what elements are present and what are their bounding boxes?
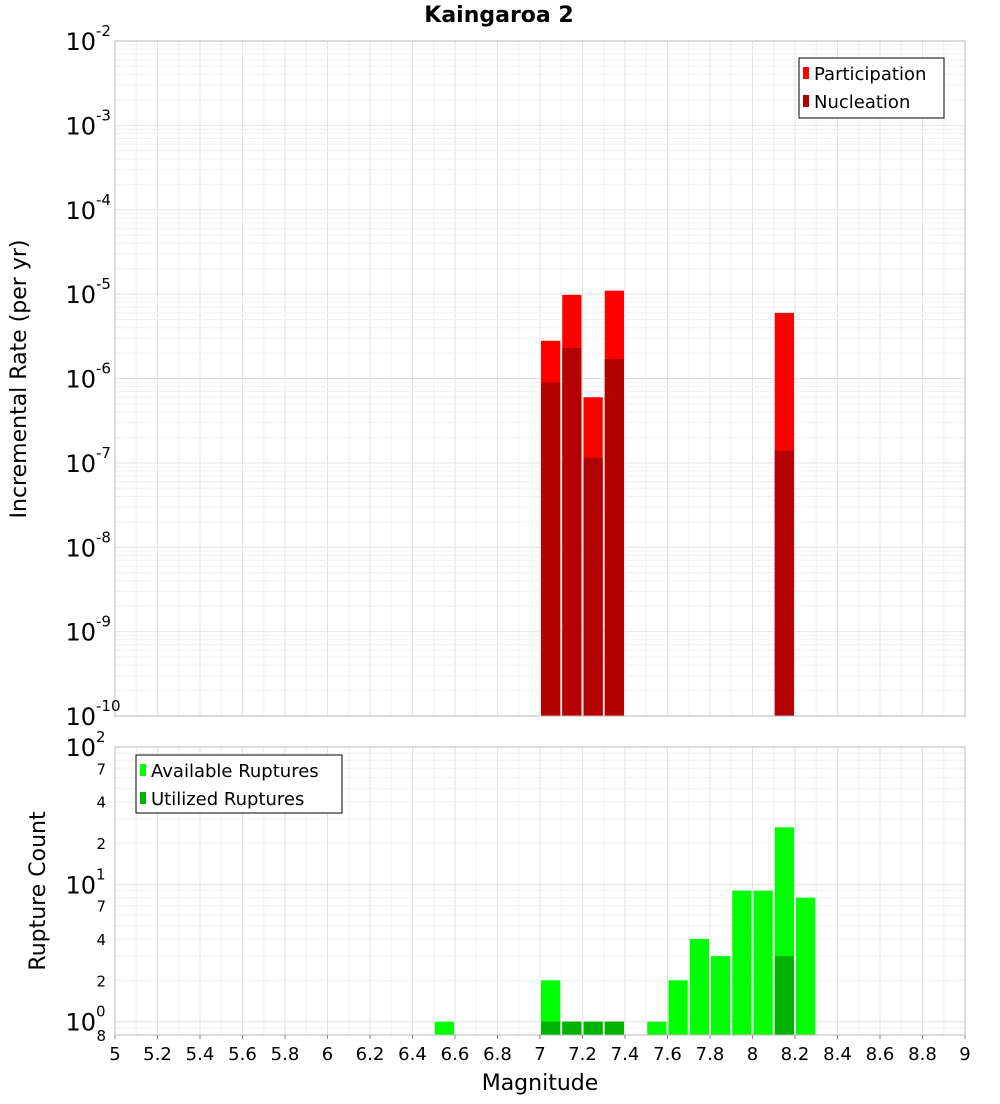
rate-legend-swatch bbox=[803, 95, 809, 107]
chart-title: Kaingaroa 2 bbox=[424, 3, 573, 28]
rate-y-tick-exponent: -6 bbox=[96, 360, 111, 378]
x-tick-label: 6.4 bbox=[398, 1044, 427, 1065]
count-legend: Available Ruptures Utilized Ruptures bbox=[135, 754, 343, 814]
available-ruptures-bar bbox=[711, 956, 731, 1035]
x-tick-label: 5.8 bbox=[271, 1044, 300, 1065]
x-tick-label: 6 bbox=[322, 1044, 333, 1065]
count-bars bbox=[434, 827, 816, 1035]
count-y-minor-tick-label: 2 bbox=[96, 972, 106, 990]
rate-plot-frame bbox=[114, 40, 966, 717]
count-y-axis-label: Rupture Count bbox=[26, 811, 51, 971]
available-ruptures-bar bbox=[434, 1021, 454, 1035]
rate-y-tick-base: 10 bbox=[65, 703, 96, 731]
count-y-tick-base: 10 bbox=[65, 734, 96, 762]
magnitude-x-axis-label: Magnitude bbox=[482, 1071, 599, 1096]
rate-y-tick-base: 10 bbox=[65, 450, 96, 478]
utilized-ruptures-bar bbox=[541, 1021, 561, 1035]
rate-y-tick-exponent: -4 bbox=[96, 191, 111, 209]
count-legend-box bbox=[135, 754, 343, 814]
rate-y-tick-base: 10 bbox=[65, 281, 96, 309]
x-tick-label: 7.2 bbox=[568, 1044, 597, 1065]
nucleation-bar bbox=[774, 450, 794, 716]
count-y-tick-exponent: 1 bbox=[96, 865, 106, 883]
x-tick-label: 7.4 bbox=[611, 1044, 640, 1065]
utilized-ruptures-bar bbox=[604, 1021, 624, 1035]
rate-y-tick-base: 10 bbox=[65, 366, 96, 394]
rate-y-tick-base: 10 bbox=[65, 197, 96, 225]
rate-legend-label: Nucleation bbox=[814, 92, 910, 113]
rate-y-tick-base: 10 bbox=[65, 619, 96, 647]
x-tick-label: 5.2 bbox=[143, 1044, 172, 1065]
count-legend-swatch bbox=[140, 764, 146, 776]
rate-y-tick-exponent: -10 bbox=[96, 697, 121, 715]
available-ruptures-bar bbox=[541, 980, 561, 1035]
rate-y-ticks: 10-210-310-410-510-610-710-810-910-10 bbox=[65, 22, 120, 731]
x-tick-label: 8.8 bbox=[908, 1044, 937, 1065]
rate-y-tick-exponent: -7 bbox=[96, 444, 111, 462]
count-y-tick-base: 10 bbox=[65, 1009, 96, 1037]
x-tick-label: 8 bbox=[747, 1044, 758, 1065]
x-tick-label: 6.8 bbox=[483, 1044, 512, 1065]
nucleation-bar bbox=[562, 347, 582, 716]
x-tick-label: 5 bbox=[109, 1044, 120, 1065]
nucleation-bar bbox=[604, 359, 624, 716]
x-tick-label: 9 bbox=[959, 1044, 970, 1065]
available-ruptures-bar bbox=[732, 890, 752, 1035]
available-ruptures-bar bbox=[647, 1021, 667, 1035]
rate-y-tick-exponent: -5 bbox=[96, 275, 111, 293]
rate-y-tick-base: 10 bbox=[65, 534, 96, 562]
count-legend-label: Available Ruptures bbox=[151, 761, 319, 782]
rate-y-tick-exponent: -8 bbox=[96, 528, 111, 546]
x-tick-label: 7.6 bbox=[653, 1044, 682, 1065]
rate-legend-swatch bbox=[803, 67, 809, 79]
x-tick-label: 8.4 bbox=[823, 1044, 852, 1065]
count-legend-swatch bbox=[140, 792, 146, 804]
rate-y-tick-exponent: -3 bbox=[96, 106, 111, 124]
count-y-minor-tick-label: 7 bbox=[96, 898, 106, 916]
count-y-minor-tick-label: 4 bbox=[96, 794, 106, 812]
count-y-tick-exponent: 2 bbox=[96, 728, 106, 746]
x-tick-label: 6.6 bbox=[441, 1044, 470, 1065]
available-ruptures-bar bbox=[753, 890, 773, 1035]
x-tick-label: 7 bbox=[534, 1044, 545, 1065]
rate-legend-label: Participation bbox=[814, 64, 926, 85]
rate-legend: Participation Nucleation bbox=[798, 57, 945, 119]
rate-panel: 10-210-310-410-510-610-710-810-910-10 In… bbox=[7, 22, 966, 731]
count-y-minor-tick-label: 4 bbox=[96, 931, 106, 949]
count-y-minor-tick-label: 7 bbox=[96, 760, 106, 778]
available-ruptures-bar bbox=[668, 980, 688, 1035]
count-y-minor-tick-label: 8 bbox=[96, 1027, 106, 1045]
available-ruptures-bar bbox=[796, 897, 816, 1035]
nucleation-bar bbox=[541, 382, 561, 716]
x-tick-label: 6.2 bbox=[356, 1044, 385, 1065]
rate-y-tick-exponent: -9 bbox=[96, 613, 111, 631]
magnitude-x-ticks: 5 5.2 5.4 5.6 5.8 6 6.2 6.4 6.6 6.8 7 7.2 7.4 7.6 7.8 8… bbox=[109, 1035, 971, 1065]
x-tick-label: 5.6 bbox=[228, 1044, 257, 1065]
rate-y-axis-label: Incremental Rate (per yr) bbox=[7, 240, 32, 519]
count-y-tick-exponent: 0 bbox=[96, 1003, 106, 1021]
rate-gridlines bbox=[114, 40, 966, 717]
rate-legend-box bbox=[798, 57, 945, 119]
count-y-minor-tick-label: 2 bbox=[96, 835, 106, 853]
rate-y-tick-exponent: -2 bbox=[96, 22, 111, 40]
rate-y-tick-base: 10 bbox=[65, 112, 96, 140]
utilized-ruptures-bar bbox=[562, 1021, 582, 1035]
utilized-ruptures-bar bbox=[774, 956, 794, 1035]
nucleation-bar bbox=[583, 457, 603, 716]
x-tick-label: 8.2 bbox=[781, 1044, 810, 1065]
x-tick-label: 7.8 bbox=[696, 1044, 725, 1065]
available-ruptures-bar bbox=[689, 939, 709, 1035]
count-y-tick-base: 10 bbox=[65, 871, 96, 899]
x-tick-label: 5.4 bbox=[186, 1044, 215, 1065]
x-tick-label: 8.6 bbox=[866, 1044, 895, 1065]
rate-y-tick-base: 10 bbox=[65, 28, 96, 56]
utilized-ruptures-bar bbox=[583, 1021, 603, 1035]
rate-bars bbox=[541, 290, 794, 716]
count-legend-label: Utilized Ruptures bbox=[151, 789, 304, 810]
